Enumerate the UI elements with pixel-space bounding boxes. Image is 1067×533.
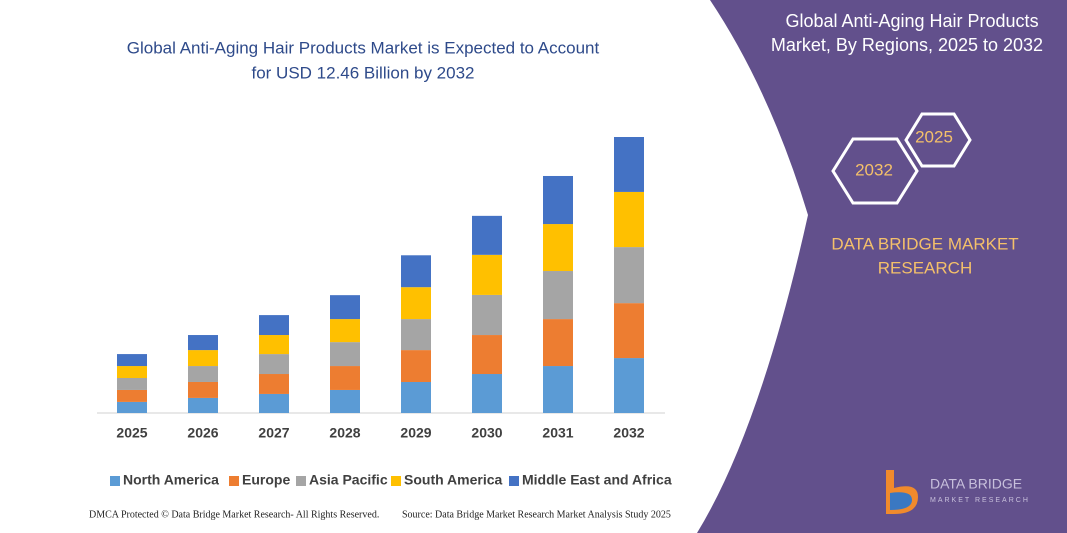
legend-label: Europe (242, 472, 290, 488)
legend-label: Middle East and Africa (522, 472, 672, 488)
x-tick-label: 2027 (258, 425, 289, 441)
bar-segment (614, 303, 644, 359)
bar-segment (330, 342, 360, 367)
panel-title: Market, By Regions, 2025 to 2032 (771, 35, 1043, 55)
bar-segment (188, 335, 218, 351)
legend-swatch (110, 476, 120, 486)
logo-text: DATA BRIDGE (930, 476, 1022, 492)
x-tick-label: 2031 (542, 425, 573, 441)
bar-segment (330, 295, 360, 320)
legend-label: Asia Pacific (309, 472, 388, 488)
bar-segment (259, 335, 289, 355)
bar-segment (117, 401, 147, 413)
bar-segment (472, 374, 502, 413)
logo-mark (890, 492, 912, 510)
x-tick-label: 2026 (187, 425, 218, 441)
bar-segment (614, 137, 644, 192)
side-panel (697, 0, 1067, 533)
bar-segment (401, 255, 431, 288)
bar-segment (401, 381, 431, 413)
bar-segment (117, 378, 147, 390)
bar-segment (543, 175, 573, 225)
bar-segment (614, 191, 644, 248)
x-tick-label: 2025 (116, 425, 147, 441)
legend-swatch (296, 476, 306, 486)
bar-segment (330, 319, 360, 343)
bar-segment (543, 366, 573, 413)
chart-title: for USD 12.46 Billion by 2032 (251, 63, 474, 82)
footer-left: DMCA Protected © Data Bridge Market Rese… (89, 509, 379, 520)
bar-segment (472, 294, 502, 336)
logo: DATA BRIDGE MARKET RESEARCH (886, 470, 1030, 514)
bar-segment (117, 354, 147, 367)
bar-segment (259, 315, 289, 336)
panel-title: Global Anti-Aging Hair Products (785, 11, 1038, 31)
bar-segment (330, 366, 360, 390)
bar-segment (614, 247, 644, 304)
bar-segment (614, 358, 644, 413)
x-tick-label: 2032 (613, 425, 644, 441)
chart-title: Global Anti-Aging Hair Products Market i… (127, 38, 600, 57)
legend-swatch (229, 476, 239, 486)
bar-segment (188, 350, 218, 367)
bar-segment (472, 254, 502, 295)
legend-label: North America (123, 472, 219, 488)
bar-segment (401, 319, 431, 351)
legend-swatch (391, 476, 401, 486)
logo-text: MARKET RESEARCH (930, 497, 1030, 504)
bar-segment (543, 224, 573, 272)
brand-text: DATA BRIDGE MARKET (831, 234, 1018, 253)
bar-segment (401, 287, 431, 320)
x-tick-label: 2029 (400, 425, 431, 441)
legend-swatch (509, 476, 519, 486)
brand-text: RESEARCH (878, 258, 972, 277)
x-tick-label: 2028 (329, 425, 360, 441)
bar-segment (188, 366, 218, 382)
hexagon-label: 2025 (915, 127, 953, 146)
bar-segment (472, 215, 502, 255)
bar-segment (472, 335, 502, 375)
hexagon-label: 2032 (855, 160, 893, 179)
hexagon (904, 112, 972, 168)
bar-segment (188, 397, 218, 413)
hexagon (831, 137, 919, 205)
bar-segment (259, 393, 289, 413)
bar-segment (543, 319, 573, 367)
x-tick-label: 2030 (471, 425, 502, 441)
bar-segment (543, 271, 573, 320)
bar-segment (259, 374, 289, 394)
bar-segment (259, 354, 289, 375)
bar-segment (117, 389, 147, 402)
bar-segment (188, 381, 218, 398)
legend-label: South America (404, 472, 502, 488)
bar-segment (117, 366, 147, 379)
footer-right: Source: Data Bridge Market Research Mark… (402, 509, 671, 520)
bar-segment (330, 389, 360, 413)
bar-segment (401, 350, 431, 382)
